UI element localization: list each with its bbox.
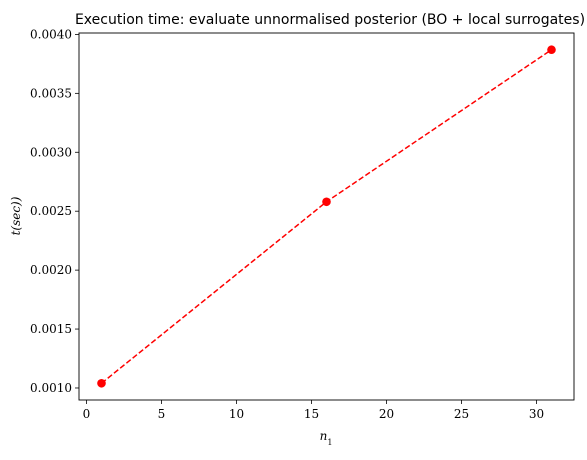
chart-title: Execution time: evaluate unnormalised po… xyxy=(75,12,585,28)
series-layer xyxy=(97,45,556,388)
x-tick-label: 25 xyxy=(454,407,469,421)
x-tick-label: 15 xyxy=(304,407,319,421)
x-tick-label: 5 xyxy=(158,407,166,421)
x-tick-label: 0 xyxy=(83,407,91,421)
x-tick-label: 10 xyxy=(229,407,244,421)
plot-frame xyxy=(78,32,575,401)
y-tick-label: 0.0040 xyxy=(30,27,72,41)
x-tick-label: 20 xyxy=(379,407,394,421)
plot-area: 0 5 10 15 20 25 30 0.00100.00150.00200.00250.0… xyxy=(30,27,575,421)
y-tick-label: 0.0025 xyxy=(30,204,72,218)
y-tick-label: 0.0020 xyxy=(30,263,72,277)
y-tick-label: 0.0010 xyxy=(30,381,72,395)
y-tick-label: 0.0030 xyxy=(30,145,72,159)
data-point xyxy=(97,378,106,388)
y-tick-label: 0.0015 xyxy=(30,322,72,336)
x-tick-label: 30 xyxy=(529,407,544,421)
y-tick-label: 0.0035 xyxy=(30,86,72,100)
y-axis-label: t(sec)) xyxy=(9,196,23,235)
data-point xyxy=(322,197,331,207)
data-point xyxy=(547,45,556,55)
x-axis: 0 5 10 15 20 25 30 xyxy=(83,400,544,421)
y-axis: 0.0010 0.0015 0.0020 0.0025 0.0030 0.0035 0.00… xyxy=(30,27,79,395)
